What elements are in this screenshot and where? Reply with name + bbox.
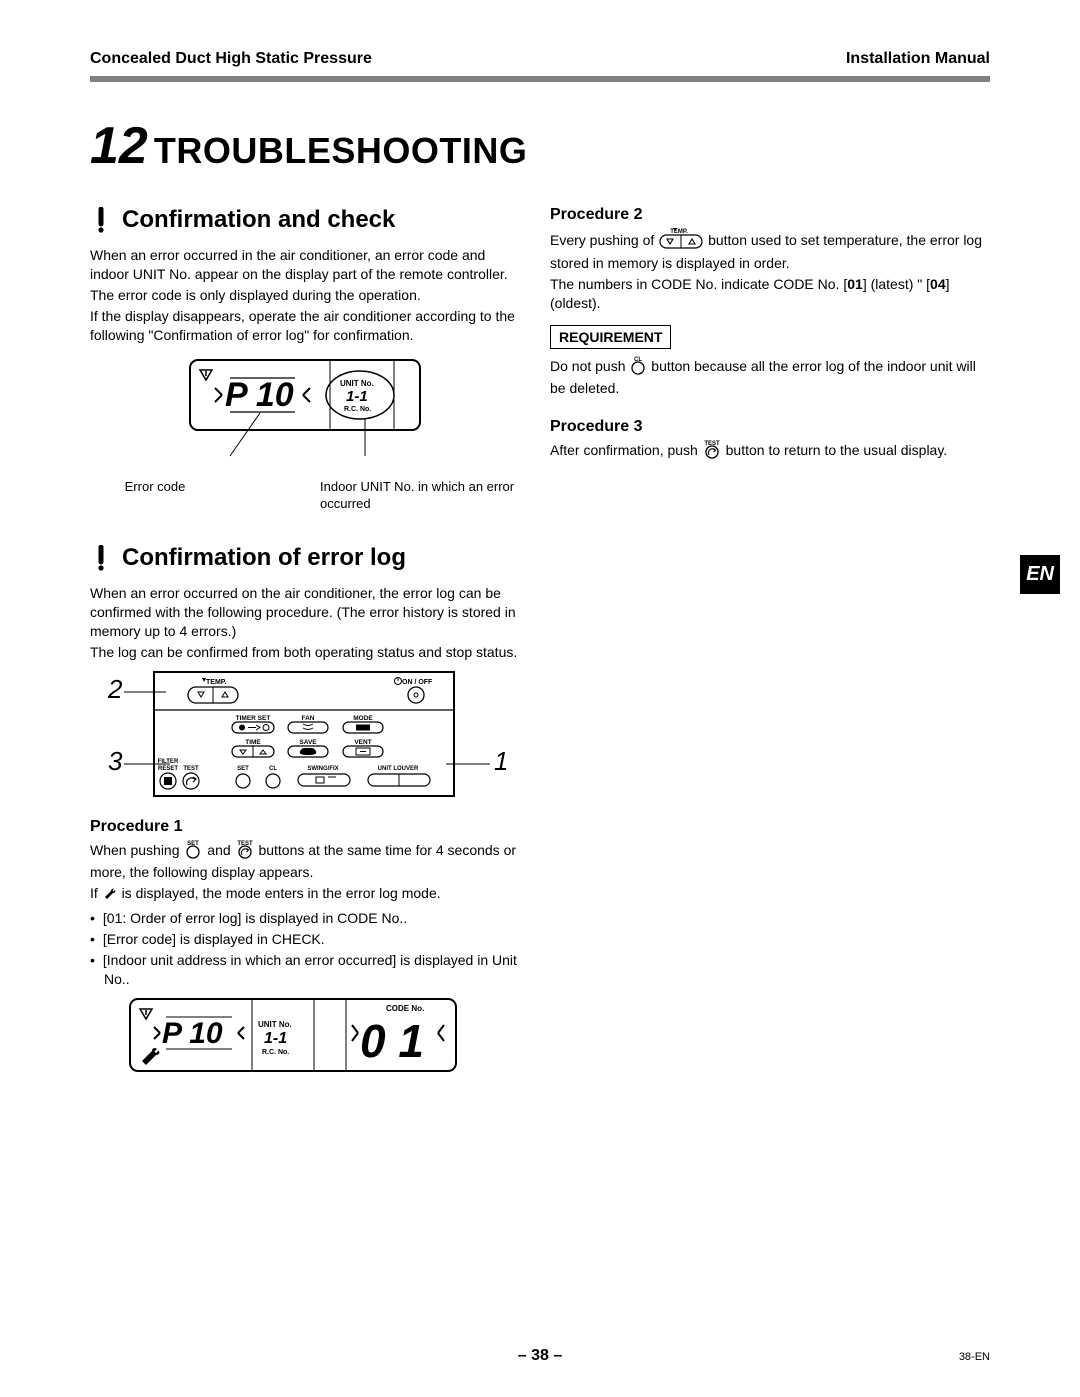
procedure2-p2: The numbers in CODE No. indicate CODE No… [550, 275, 990, 313]
svg-text:FAN: FAN [302, 715, 315, 722]
remote-controller-figure: 2 3 1 TEMP. ON / OFF [98, 670, 508, 800]
svg-text:TEMP.: TEMP. [670, 229, 688, 235]
procedure1-heading: Procedure 1 [90, 818, 520, 836]
svg-text:FILTER: FILTER [158, 759, 179, 765]
svg-text:1-1: 1-1 [264, 1030, 287, 1047]
test-button-icon: TEST [702, 439, 722, 464]
header-right: Installation Manual [846, 50, 990, 68]
section1-p3: If the display disappears, operate the a… [90, 307, 520, 345]
procedure1-bullet3: [Indoor unit address in which an error o… [90, 951, 520, 989]
lcd-display-figure-2: P 10 UNIT No. 1-1 R.C. No. CODE No. 0 [128, 997, 458, 1077]
svg-text:1-1: 1-1 [346, 388, 368, 405]
chapter-heading: 12 TROUBLESHOOTING [90, 116, 990, 176]
chapter-title: TROUBLESHOOTING [154, 130, 528, 172]
svg-text:SAVE: SAVE [299, 739, 317, 746]
set-button-icon: SET [183, 839, 203, 864]
lcd1-caption-left: Error code [90, 479, 220, 512]
chapter-number: 12 [90, 116, 148, 176]
test-button-icon: TEST [235, 839, 255, 864]
svg-text:R.C. No.: R.C. No. [262, 1049, 289, 1056]
svg-text:RESET: RESET [158, 766, 178, 772]
language-tab: EN [1020, 555, 1060, 594]
right-column: Procedure 2 Every pushing of TEMP. butto… [550, 206, 990, 1077]
requirement-p1: Do not push CL button because all the er… [550, 355, 990, 399]
section2-p1: When an error occurred on the air condit… [90, 584, 520, 641]
svg-text:SWING/FIX: SWING/FIX [307, 766, 338, 772]
requirement-label: REQUIREMENT [550, 325, 671, 349]
svg-text:2: 2 [107, 674, 123, 704]
procedure2-heading: Procedure 2 [550, 206, 990, 224]
page-number: – 38 – [0, 1347, 1080, 1365]
procedure2-p1: Every pushing of TEMP. button used to se… [550, 227, 990, 273]
lcd-display-figure-1: P 10 UNIT No. 1-1 R.C. No. [160, 358, 450, 473]
lcd1-caption-right: Indoor UNIT No. in which an error occurr… [320, 479, 520, 512]
svg-text:3: 3 [108, 746, 123, 776]
svg-text:MODE: MODE [353, 715, 373, 722]
svg-text:P 10: P 10 [162, 1017, 223, 1050]
section1-heading: Confirmation and check [90, 206, 520, 234]
section1-p2: The error code is only displayed during … [90, 286, 520, 305]
procedure3-heading: Procedure 3 [550, 418, 990, 436]
wrench-icon [102, 886, 118, 905]
procedure1-bullets: [01: Order of error log] is displayed in… [90, 909, 520, 989]
procedure3-p1: After confirmation, push TEST button to … [550, 439, 990, 464]
lcd1-captions: Error code Indoor UNIT No. in which an e… [90, 479, 520, 512]
page-code: 38-EN [959, 1351, 990, 1363]
svg-text:R.C. No.: R.C. No. [344, 406, 371, 413]
temp-button-icon: TEMP. [658, 227, 704, 254]
svg-text:0 1: 0 1 [360, 1015, 424, 1067]
svg-text:TIMER SET: TIMER SET [236, 715, 271, 722]
procedure1-p2: If is displayed, the mode enters in the … [90, 884, 520, 905]
warning-icon [90, 545, 112, 571]
section2-p2: The log can be confirmed from both opera… [90, 643, 520, 662]
svg-text:SET: SET [237, 766, 249, 772]
section2-heading: Confirmation of error log [90, 544, 520, 572]
warning-icon [90, 207, 112, 233]
header: Concealed Duct High Static Pressure Inst… [90, 50, 990, 74]
svg-text:UNIT No.: UNIT No. [340, 379, 374, 388]
procedure1-p1: When pushing SET and TEST buttons at the… [90, 839, 520, 883]
page: Concealed Duct High Static Pressure Inst… [0, 0, 1080, 1397]
svg-text:TEMP.: TEMP. [206, 679, 227, 686]
svg-text:VENT: VENT [354, 739, 371, 746]
left-column: Confirmation and check When an error occ… [90, 206, 520, 1077]
cl-button-icon: CL [629, 355, 647, 380]
header-left: Concealed Duct High Static Pressure [90, 50, 372, 68]
svg-text:UNIT LOUVER: UNIT LOUVER [378, 766, 419, 772]
svg-text:UNIT No.: UNIT No. [258, 1020, 292, 1029]
lcd1-check-text: P 10 [225, 376, 294, 414]
procedure1-bullet2: [Error code] is displayed in CHECK. [90, 930, 520, 949]
svg-text:ON / OFF: ON / OFF [402, 679, 433, 686]
content-columns: Confirmation and check When an error occ… [90, 206, 990, 1077]
header-rule [90, 76, 990, 82]
section2-title: Confirmation of error log [122, 544, 406, 572]
svg-text:CODE No.: CODE No. [386, 1004, 424, 1013]
svg-text:CL: CL [269, 766, 277, 772]
svg-text:TIME: TIME [245, 739, 261, 746]
svg-text:TEST: TEST [183, 766, 199, 772]
section1-title: Confirmation and check [122, 206, 395, 234]
svg-text:1: 1 [494, 746, 508, 776]
procedure1-bullet1: [01: Order of error log] is displayed in… [90, 909, 520, 928]
section1-p1: When an error occurred in the air condit… [90, 246, 520, 284]
